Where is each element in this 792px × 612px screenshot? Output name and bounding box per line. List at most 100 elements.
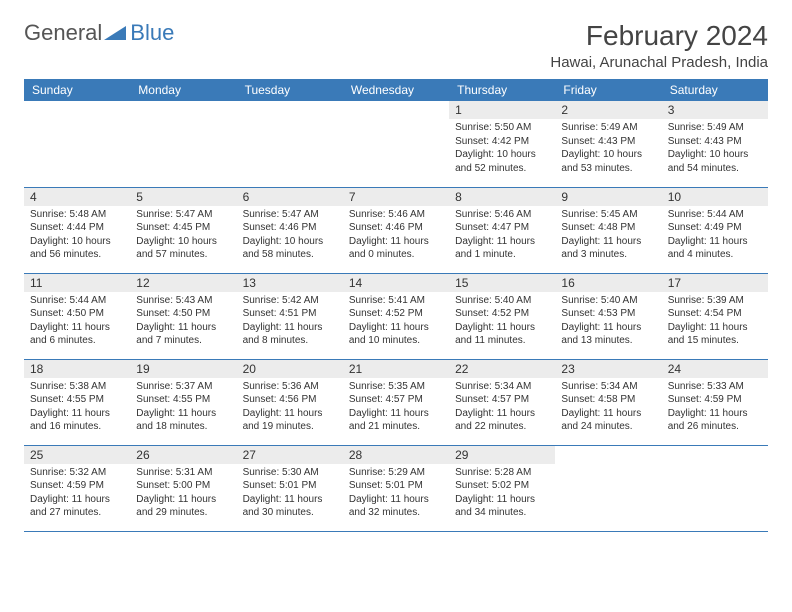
calendar-day-cell: 12Sunrise: 5:43 AMSunset: 4:50 PMDayligh… — [130, 273, 236, 359]
day-number: 18 — [24, 360, 130, 378]
logo-text-general: General — [24, 20, 102, 46]
day-info: Sunrise: 5:37 AMSunset: 4:55 PMDaylight:… — [130, 378, 236, 438]
calendar-header-row: SundayMondayTuesdayWednesdayThursdayFrid… — [24, 79, 768, 101]
calendar-week-row: 25Sunrise: 5:32 AMSunset: 4:59 PMDayligh… — [24, 445, 768, 531]
day-info: Sunrise: 5:47 AMSunset: 4:46 PMDaylight:… — [237, 206, 343, 266]
calendar-day-cell: 17Sunrise: 5:39 AMSunset: 4:54 PMDayligh… — [662, 273, 768, 359]
weekday-header: Wednesday — [343, 79, 449, 101]
calendar-day-cell: 14Sunrise: 5:41 AMSunset: 4:52 PMDayligh… — [343, 273, 449, 359]
logo-triangle-icon — [104, 24, 128, 42]
day-number: 21 — [343, 360, 449, 378]
day-info: Sunrise: 5:43 AMSunset: 4:50 PMDaylight:… — [130, 292, 236, 352]
weekday-header: Saturday — [662, 79, 768, 101]
day-info: Sunrise: 5:42 AMSunset: 4:51 PMDaylight:… — [237, 292, 343, 352]
day-number: 5 — [130, 188, 236, 206]
calendar-empty-cell — [343, 101, 449, 187]
calendar-day-cell: 28Sunrise: 5:29 AMSunset: 5:01 PMDayligh… — [343, 445, 449, 531]
day-info: Sunrise: 5:31 AMSunset: 5:00 PMDaylight:… — [130, 464, 236, 524]
weekday-header: Thursday — [449, 79, 555, 101]
calendar-week-row: 18Sunrise: 5:38 AMSunset: 4:55 PMDayligh… — [24, 359, 768, 445]
day-number: 1 — [449, 101, 555, 119]
day-info: Sunrise: 5:44 AMSunset: 4:50 PMDaylight:… — [24, 292, 130, 352]
logo-text-blue: Blue — [130, 20, 174, 46]
calendar-day-cell: 21Sunrise: 5:35 AMSunset: 4:57 PMDayligh… — [343, 359, 449, 445]
day-info: Sunrise: 5:38 AMSunset: 4:55 PMDaylight:… — [24, 378, 130, 438]
calendar-day-cell: 25Sunrise: 5:32 AMSunset: 4:59 PMDayligh… — [24, 445, 130, 531]
calendar-empty-cell — [24, 101, 130, 187]
day-info: Sunrise: 5:48 AMSunset: 4:44 PMDaylight:… — [24, 206, 130, 266]
calendar-day-cell: 1Sunrise: 5:50 AMSunset: 4:42 PMDaylight… — [449, 101, 555, 187]
day-number: 22 — [449, 360, 555, 378]
day-number: 23 — [555, 360, 661, 378]
day-number: 6 — [237, 188, 343, 206]
day-info: Sunrise: 5:36 AMSunset: 4:56 PMDaylight:… — [237, 378, 343, 438]
day-info: Sunrise: 5:41 AMSunset: 4:52 PMDaylight:… — [343, 292, 449, 352]
calendar-table: SundayMondayTuesdayWednesdayThursdayFrid… — [24, 79, 768, 532]
calendar-empty-cell — [662, 445, 768, 531]
calendar-empty-cell — [130, 101, 236, 187]
weekday-header: Friday — [555, 79, 661, 101]
day-info: Sunrise: 5:35 AMSunset: 4:57 PMDaylight:… — [343, 378, 449, 438]
calendar-week-row: 4Sunrise: 5:48 AMSunset: 4:44 PMDaylight… — [24, 187, 768, 273]
day-number: 20 — [237, 360, 343, 378]
day-number: 8 — [449, 188, 555, 206]
weekday-header: Tuesday — [237, 79, 343, 101]
calendar-body: 1Sunrise: 5:50 AMSunset: 4:42 PMDaylight… — [24, 101, 768, 531]
day-number: 16 — [555, 274, 661, 292]
day-info: Sunrise: 5:46 AMSunset: 4:46 PMDaylight:… — [343, 206, 449, 266]
calendar-day-cell: 2Sunrise: 5:49 AMSunset: 4:43 PMDaylight… — [555, 101, 661, 187]
day-info: Sunrise: 5:32 AMSunset: 4:59 PMDaylight:… — [24, 464, 130, 524]
page-header: General Blue February 2024 Hawai, Arunac… — [24, 20, 768, 71]
day-info: Sunrise: 5:29 AMSunset: 5:01 PMDaylight:… — [343, 464, 449, 524]
calendar-day-cell: 8Sunrise: 5:46 AMSunset: 4:47 PMDaylight… — [449, 187, 555, 273]
day-number: 14 — [343, 274, 449, 292]
calendar-empty-cell — [237, 101, 343, 187]
day-number: 10 — [662, 188, 768, 206]
calendar-day-cell: 26Sunrise: 5:31 AMSunset: 5:00 PMDayligh… — [130, 445, 236, 531]
day-info: Sunrise: 5:45 AMSunset: 4:48 PMDaylight:… — [555, 206, 661, 266]
calendar-day-cell: 11Sunrise: 5:44 AMSunset: 4:50 PMDayligh… — [24, 273, 130, 359]
day-number: 7 — [343, 188, 449, 206]
day-number: 25 — [24, 446, 130, 464]
calendar-week-row: 1Sunrise: 5:50 AMSunset: 4:42 PMDaylight… — [24, 101, 768, 187]
day-info: Sunrise: 5:50 AMSunset: 4:42 PMDaylight:… — [449, 119, 555, 179]
weekday-header: Sunday — [24, 79, 130, 101]
day-number: 11 — [24, 274, 130, 292]
day-number: 29 — [449, 446, 555, 464]
day-info: Sunrise: 5:39 AMSunset: 4:54 PMDaylight:… — [662, 292, 768, 352]
day-number: 19 — [130, 360, 236, 378]
calendar-day-cell: 7Sunrise: 5:46 AMSunset: 4:46 PMDaylight… — [343, 187, 449, 273]
day-number: 27 — [237, 446, 343, 464]
calendar-day-cell: 23Sunrise: 5:34 AMSunset: 4:58 PMDayligh… — [555, 359, 661, 445]
calendar-day-cell: 29Sunrise: 5:28 AMSunset: 5:02 PMDayligh… — [449, 445, 555, 531]
month-title: February 2024 — [550, 20, 768, 52]
calendar-day-cell: 19Sunrise: 5:37 AMSunset: 4:55 PMDayligh… — [130, 359, 236, 445]
calendar-day-cell: 5Sunrise: 5:47 AMSunset: 4:45 PMDaylight… — [130, 187, 236, 273]
day-info: Sunrise: 5:49 AMSunset: 4:43 PMDaylight:… — [555, 119, 661, 179]
calendar-day-cell: 18Sunrise: 5:38 AMSunset: 4:55 PMDayligh… — [24, 359, 130, 445]
day-info: Sunrise: 5:33 AMSunset: 4:59 PMDaylight:… — [662, 378, 768, 438]
calendar-day-cell: 16Sunrise: 5:40 AMSunset: 4:53 PMDayligh… — [555, 273, 661, 359]
day-info: Sunrise: 5:34 AMSunset: 4:57 PMDaylight:… — [449, 378, 555, 438]
title-block: February 2024 Hawai, Arunachal Pradesh, … — [550, 20, 768, 71]
day-info: Sunrise: 5:40 AMSunset: 4:53 PMDaylight:… — [555, 292, 661, 352]
calendar-day-cell: 22Sunrise: 5:34 AMSunset: 4:57 PMDayligh… — [449, 359, 555, 445]
day-info: Sunrise: 5:34 AMSunset: 4:58 PMDaylight:… — [555, 378, 661, 438]
calendar-day-cell: 24Sunrise: 5:33 AMSunset: 4:59 PMDayligh… — [662, 359, 768, 445]
day-number: 12 — [130, 274, 236, 292]
day-info: Sunrise: 5:30 AMSunset: 5:01 PMDaylight:… — [237, 464, 343, 524]
day-info: Sunrise: 5:40 AMSunset: 4:52 PMDaylight:… — [449, 292, 555, 352]
day-number: 24 — [662, 360, 768, 378]
location-text: Hawai, Arunachal Pradesh, India — [550, 54, 768, 71]
day-info: Sunrise: 5:44 AMSunset: 4:49 PMDaylight:… — [662, 206, 768, 266]
calendar-day-cell: 3Sunrise: 5:49 AMSunset: 4:43 PMDaylight… — [662, 101, 768, 187]
logo: General Blue — [24, 20, 174, 46]
day-info: Sunrise: 5:49 AMSunset: 4:43 PMDaylight:… — [662, 119, 768, 179]
calendar-day-cell: 27Sunrise: 5:30 AMSunset: 5:01 PMDayligh… — [237, 445, 343, 531]
day-number: 17 — [662, 274, 768, 292]
calendar-week-row: 11Sunrise: 5:44 AMSunset: 4:50 PMDayligh… — [24, 273, 768, 359]
day-number: 9 — [555, 188, 661, 206]
day-number: 26 — [130, 446, 236, 464]
weekday-header: Monday — [130, 79, 236, 101]
calendar-day-cell: 15Sunrise: 5:40 AMSunset: 4:52 PMDayligh… — [449, 273, 555, 359]
